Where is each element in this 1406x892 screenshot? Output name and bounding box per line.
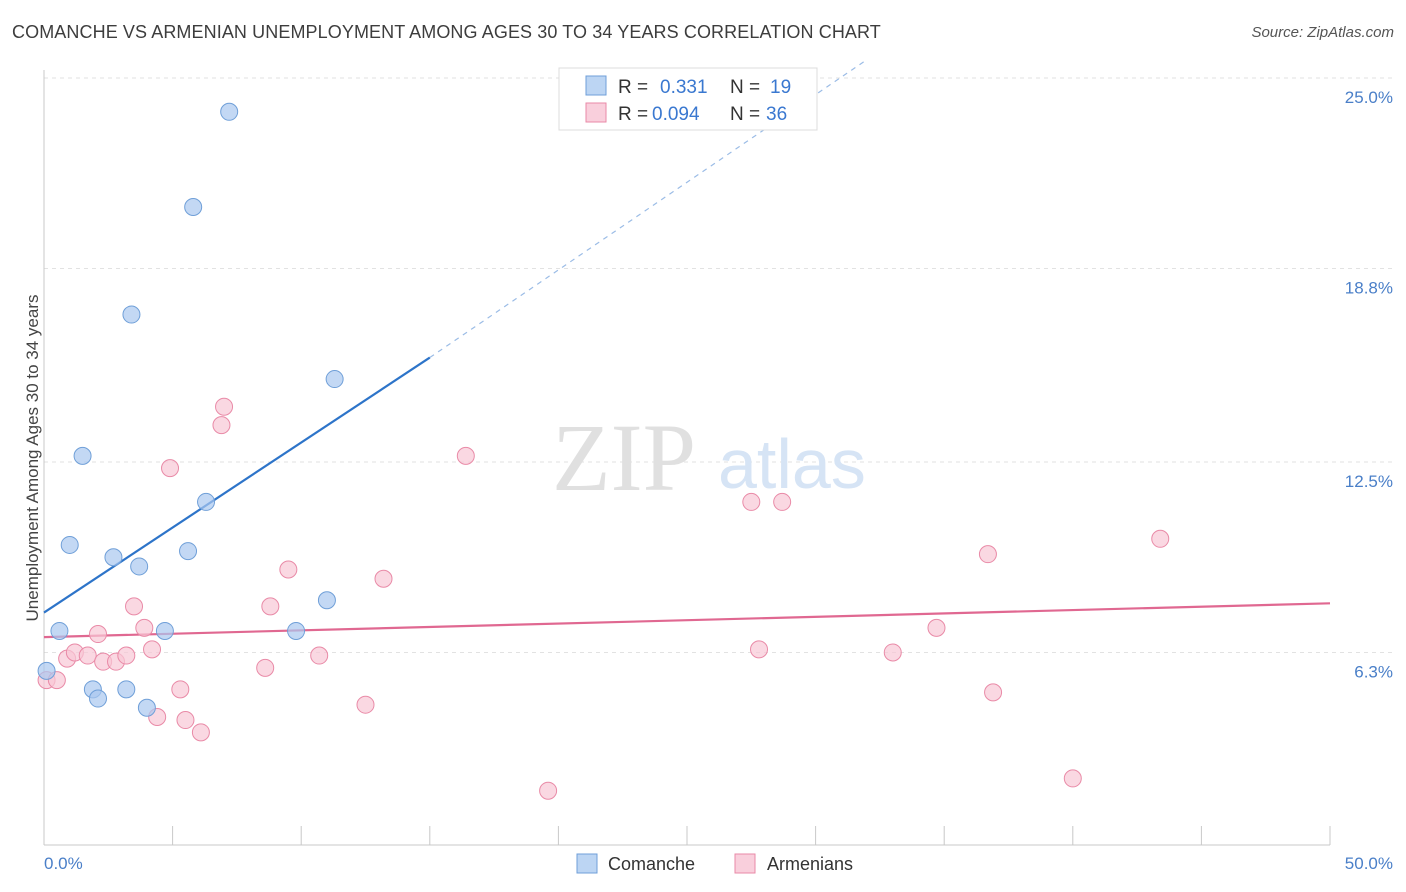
point-armenians-16 — [191, 723, 210, 742]
point-armenians-33 — [984, 683, 1003, 702]
point-comanche-2 — [60, 535, 79, 554]
point-armenians-25 — [456, 446, 475, 465]
point-armenians-11 — [143, 640, 162, 659]
point-armenians-14 — [171, 680, 190, 699]
legend-r-value-2: 0.094 — [652, 104, 700, 125]
point-comanche-9 — [137, 698, 156, 717]
source-label: Source: ZipAtlas.com — [1251, 24, 1394, 41]
axes — [43, 70, 1331, 846]
y-tick-label-0: 6.3% — [1354, 662, 1393, 681]
legend-label-armenians: Armenians — [767, 854, 853, 874]
point-armenians-20 — [261, 597, 280, 616]
y-tick-labels: 6.3% 12.5% 18.8% 25.0% — [1345, 88, 1393, 681]
point-armenians-4 — [78, 646, 97, 665]
point-armenians-8 — [117, 646, 136, 665]
point-armenians-29 — [773, 492, 792, 511]
y-tick-label-2: 18.8% — [1345, 278, 1393, 297]
legend-r-label-2: R = — [618, 104, 648, 125]
point-comanche-5 — [89, 689, 108, 708]
point-armenians-34 — [1063, 769, 1082, 788]
watermark-atlas: atlas — [718, 425, 866, 503]
point-armenians-26 — [539, 781, 558, 800]
legend-swatch-comanche — [585, 75, 607, 96]
legend-label-comanche: Comanche — [608, 854, 695, 874]
trend-line-comanche — [43, 356, 431, 614]
legend-swatch-armenians-bottom — [734, 853, 756, 874]
legend-n-value-1: 19 — [770, 77, 791, 98]
point-comanche-13 — [197, 492, 216, 511]
point-comanche-7 — [117, 680, 136, 699]
point-armenians-22 — [310, 646, 329, 665]
point-armenians-30 — [883, 643, 902, 662]
point-armenians-18 — [215, 397, 234, 416]
legend-n-label-2: N = — [730, 104, 760, 125]
point-armenians-32 — [978, 545, 997, 564]
x-tick-label-0: 0.0% — [44, 854, 83, 873]
legend-n-value-2: 36 — [766, 104, 787, 125]
y-tick-label-1: 12.5% — [1345, 472, 1393, 491]
legend-n-label-1: N = — [730, 77, 760, 98]
legend-swatch-comanche-bottom — [576, 853, 598, 874]
stats-legend: R = 0.331 N = 19 R = 0.094 N = 36 — [558, 67, 818, 131]
point-armenians-15 — [176, 711, 195, 730]
point-comanche-16 — [287, 621, 306, 640]
point-armenians-13 — [161, 459, 180, 478]
point-comanche-17 — [317, 591, 336, 610]
point-comanche-10 — [155, 621, 174, 640]
point-armenians-27 — [742, 492, 761, 511]
point-comanche-14 — [220, 102, 239, 121]
trend-line-armenians — [43, 602, 1331, 639]
x-tick-labels: 0.0% 50.0% — [44, 854, 1393, 873]
point-armenians-9 — [125, 597, 144, 616]
legend-r-value-1: 0.331 — [660, 77, 708, 98]
point-armenians-21 — [279, 560, 298, 579]
point-armenians-17 — [212, 416, 231, 435]
point-comanche-3 — [73, 446, 92, 465]
point-armenians-19 — [256, 658, 275, 677]
point-comanche-0 — [37, 661, 56, 680]
point-comanche-11 — [179, 542, 198, 561]
point-armenians-10 — [135, 618, 154, 637]
point-armenians-28 — [750, 640, 769, 659]
point-armenians-24 — [374, 569, 393, 588]
point-comanche-6 — [104, 548, 123, 567]
point-comanche-15 — [122, 305, 141, 324]
point-armenians-31 — [927, 618, 946, 637]
trend-lines — [43, 59, 1331, 639]
point-comanche-18 — [325, 370, 344, 389]
series-legend: Comanche Armenians — [576, 853, 853, 874]
point-comanche-8 — [130, 557, 149, 576]
gridlines — [44, 77, 1395, 653]
y-tick-label-3: 25.0% — [1345, 88, 1393, 107]
x-tick-label-1: 50.0% — [1345, 854, 1393, 873]
legend-swatch-armenians — [585, 102, 607, 123]
point-armenians-23 — [356, 695, 375, 714]
point-comanche-12 — [184, 198, 203, 217]
legend-r-label-1: R = — [618, 77, 648, 98]
point-comanche-1 — [50, 621, 69, 640]
watermark-zip: ZIP — [552, 404, 696, 511]
data-points — [37, 102, 1170, 800]
point-armenians-5 — [89, 625, 108, 644]
y-axis-label: Unemployment Among Ages 30 to 34 years — [23, 295, 42, 622]
chart-title: COMANCHE VS ARMENIAN UNEMPLOYMENT AMONG … — [12, 22, 881, 42]
point-armenians-35 — [1151, 529, 1170, 548]
